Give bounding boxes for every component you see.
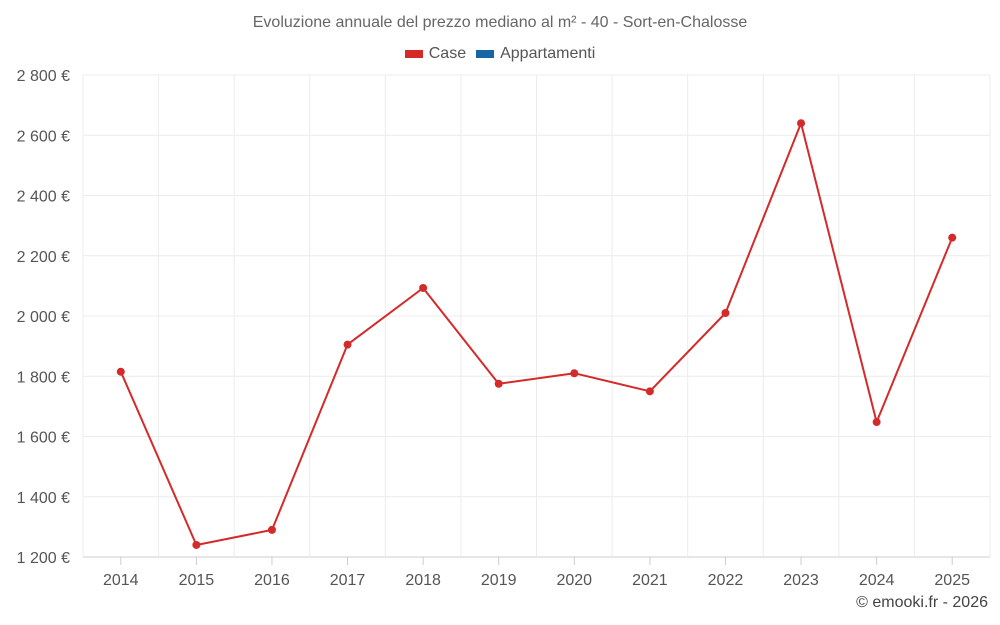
- x-tick-label: 2023: [783, 572, 819, 589]
- x-tick-label: 2022: [708, 572, 744, 589]
- legend-swatch-case: [404, 50, 423, 58]
- x-tick-label: 2014: [103, 572, 139, 589]
- data-point: [343, 340, 352, 349]
- series-line-case: [119, 122, 954, 546]
- x-tick-label: 2021: [632, 572, 668, 589]
- legend-item-case[interactable]: Case: [404, 45, 467, 63]
- legend-label-appartamenti: Appartamenti: [500, 45, 596, 62]
- x-tick-label: 2025: [934, 572, 970, 589]
- legend-item-appartamenti[interactable]: Appartamenti: [476, 45, 595, 63]
- y-tick-label: 2 600 €: [17, 128, 70, 145]
- x-tick-label: 2018: [405, 572, 441, 589]
- data-point: [948, 233, 957, 242]
- y-tick-label: 2 400 €: [17, 189, 70, 206]
- y-tick-label: 1 800 €: [17, 369, 70, 386]
- data-point: [494, 379, 503, 388]
- data-point: [419, 283, 428, 292]
- chart-legend: Case Appartamenti: [0, 45, 1000, 63]
- series-case: [116, 119, 957, 549]
- data-point: [645, 387, 654, 396]
- y-tick-label: 1 600 €: [17, 430, 70, 447]
- y-tick-label: 2 000 €: [17, 309, 70, 326]
- grid-lines: [82, 74, 991, 565]
- y-tick-label: 2 800 €: [17, 68, 70, 85]
- chart-title: Evoluzione annuale del prezzo mediano al…: [252, 14, 748, 31]
- x-tick-label: 2024: [859, 572, 895, 589]
- data-point: [797, 119, 806, 128]
- data-point: [570, 369, 579, 378]
- x-axis-labels: 2014 2015 2016 2017 2018 2019 2020 2021 2022 2023…: [103, 572, 970, 589]
- credit-text: © emooki.fr - 2026: [856, 594, 988, 611]
- y-tick-label: 1 200 €: [17, 550, 70, 567]
- legend-label-case: Case: [428, 45, 467, 62]
- x-tick-label: 2015: [179, 572, 215, 589]
- y-tick-label: 2 200 €: [17, 249, 70, 266]
- y-tick-label: 1 400 €: [17, 490, 70, 507]
- x-tick-label: 2016: [254, 572, 290, 589]
- x-tick-label: 2017: [330, 572, 366, 589]
- data-point: [872, 418, 881, 427]
- x-tick-label: 2019: [481, 572, 517, 589]
- legend-swatch-appartamenti: [476, 50, 495, 58]
- data-point: [116, 367, 125, 376]
- data-point: [721, 308, 730, 317]
- data-point: [192, 540, 201, 549]
- y-axis-labels: 1 200 € 1 400 € 1 600 € 1 800 € 2 000 € 2 200…: [17, 68, 70, 567]
- data-point: [267, 525, 276, 534]
- x-tick-label: 2020: [556, 572, 592, 589]
